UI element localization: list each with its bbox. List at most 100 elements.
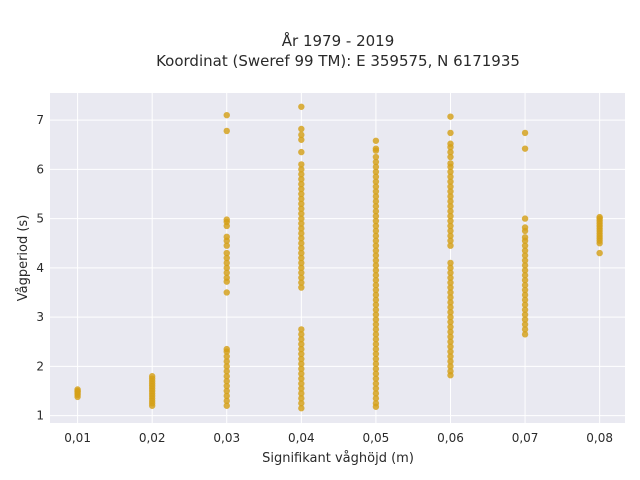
chart-title-line1: År 1979 - 2019	[282, 31, 395, 50]
data-point	[223, 377, 230, 385]
data-point	[298, 244, 305, 252]
y-tick-label: 7	[36, 113, 44, 127]
data-point	[447, 259, 454, 267]
data-point	[372, 262, 380, 269]
data-point	[372, 291, 380, 299]
data-point	[298, 254, 305, 262]
x-tick-label: 0,08	[586, 431, 613, 445]
data-point	[447, 203, 454, 210]
data-point	[372, 385, 380, 392]
data-point	[521, 252, 529, 259]
data-point	[372, 326, 380, 333]
data-point	[447, 227, 454, 235]
y-tick-labels: 1 2 3 4 5 6 7	[36, 113, 44, 423]
data-point	[223, 274, 230, 281]
data-point	[223, 233, 230, 241]
data-point	[447, 308, 454, 316]
data-point	[447, 168, 454, 176]
data-point	[223, 264, 230, 272]
data-point	[521, 291, 529, 299]
data-point	[447, 284, 454, 291]
data-point	[223, 249, 230, 257]
data-point	[372, 395, 380, 402]
data-point	[298, 360, 305, 368]
data-point	[372, 178, 380, 185]
x-tick-labels: 0,01 0,02 0,03 0,04 0,05 0,06 0,07 0,08	[64, 431, 613, 445]
data-point	[298, 390, 305, 397]
x-tick-label: 0,04	[288, 431, 315, 445]
data-point	[298, 336, 305, 343]
data-point	[74, 386, 81, 393]
data-point	[447, 188, 454, 195]
data-point	[521, 262, 529, 269]
data-point	[298, 340, 305, 348]
data-point	[298, 370, 305, 377]
data-point	[447, 178, 454, 185]
data-point	[298, 210, 305, 217]
data-point	[223, 289, 230, 296]
data-point	[372, 306, 380, 313]
data-point	[521, 224, 529, 231]
data-point	[447, 160, 454, 167]
data-point	[447, 279, 454, 286]
x-tick-label: 0,05	[363, 431, 390, 445]
data-point	[298, 249, 305, 257]
data-point	[521, 215, 529, 222]
data-point	[447, 153, 454, 161]
data-point	[372, 360, 380, 368]
data-point	[447, 348, 454, 355]
data-point	[298, 264, 305, 272]
data-point	[372, 301, 380, 308]
data-point	[223, 254, 230, 262]
data-point	[447, 318, 454, 326]
data-point	[447, 232, 454, 240]
data-point	[521, 276, 529, 284]
data-point	[447, 313, 454, 321]
data-point	[298, 385, 305, 392]
data-point	[372, 296, 380, 304]
data-point	[447, 363, 454, 370]
y-tick-label: 2	[36, 359, 44, 373]
x-tick-label: 0,07	[512, 431, 539, 445]
data-point	[447, 304, 454, 311]
data-point	[372, 208, 380, 215]
data-point	[521, 267, 529, 274]
data-point	[372, 316, 380, 323]
data-point	[223, 368, 230, 375]
data-point	[298, 131, 305, 139]
data-point	[298, 269, 305, 276]
data-point	[223, 373, 230, 380]
y-tick-label: 5	[36, 212, 44, 226]
data-point	[521, 281, 529, 289]
data-point	[223, 259, 230, 267]
data-point	[372, 168, 380, 176]
data-point	[521, 286, 529, 294]
data-point	[298, 355, 305, 363]
data-point	[298, 136, 305, 143]
data-point	[372, 345, 380, 353]
data-point	[521, 129, 529, 137]
data-point	[298, 326, 305, 333]
data-point	[372, 350, 380, 358]
data-point	[447, 237, 454, 244]
data-point	[298, 230, 305, 237]
data-point	[521, 306, 529, 313]
data-point	[298, 148, 305, 156]
data-point	[223, 363, 230, 370]
data-point	[298, 166, 305, 173]
data-point	[521, 326, 529, 333]
data-point	[447, 198, 454, 205]
y-tick-label: 6	[36, 162, 44, 176]
data-point	[298, 405, 305, 412]
data-point	[447, 338, 454, 345]
data-point	[298, 365, 305, 373]
data-point	[223, 127, 230, 135]
data-point	[372, 286, 380, 294]
data-point	[521, 331, 529, 338]
data-point	[223, 242, 230, 249]
data-point	[521, 311, 529, 318]
data-point	[447, 242, 454, 249]
data-point	[298, 350, 305, 358]
data-point	[372, 281, 380, 289]
